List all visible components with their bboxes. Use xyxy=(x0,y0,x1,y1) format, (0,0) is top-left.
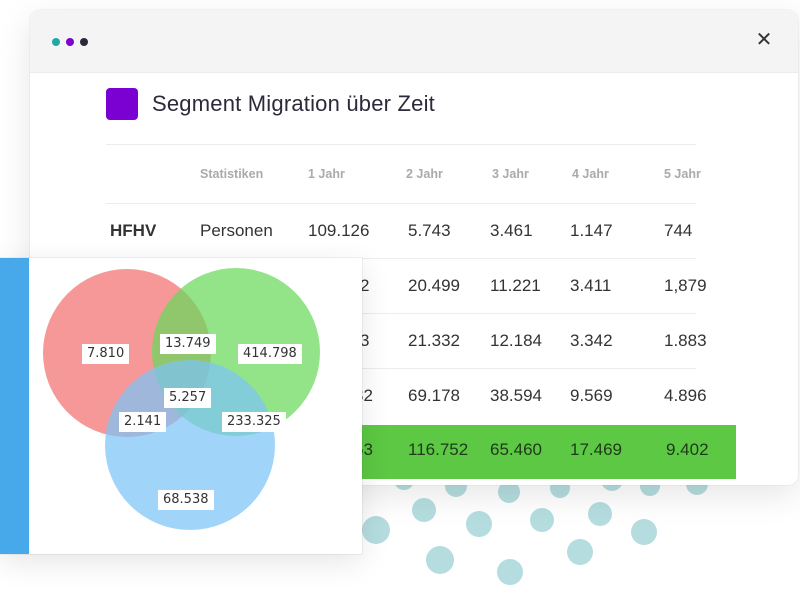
column-header-5-jahr: 5 Jahr xyxy=(664,167,701,181)
page-header: Segment Migration über Zeit xyxy=(106,88,435,120)
table-row: 32 69.178 38.594 9.569 4.896 xyxy=(106,368,707,423)
venn-label-b-only: 414.798 xyxy=(238,344,302,364)
table-row: HFHV Personen 109.126 5.743 3.461 1.147 … xyxy=(106,203,696,258)
table-cell: 20.499 xyxy=(408,276,460,295)
column-header-3-jahr: 3 Jahr xyxy=(492,167,529,181)
row-stat: Personen xyxy=(200,221,273,240)
dot-dark-icon xyxy=(80,38,88,46)
table-cell: 744 xyxy=(664,221,693,240)
table-cell: 3.342 xyxy=(570,331,613,350)
table-cell: 11.221 xyxy=(490,276,541,295)
table-cell: 12.184 xyxy=(490,331,542,350)
venn-circle-blue xyxy=(105,360,275,530)
table-cell: 3.461 xyxy=(490,221,533,240)
table-cell: 109.126 xyxy=(308,221,370,240)
column-header-statistiken: Statistiken xyxy=(200,167,264,181)
decorative-dot xyxy=(362,516,390,544)
table-cell: 3.411 xyxy=(570,276,612,295)
table-cell: 1.883 xyxy=(664,331,707,350)
column-header-1-jahr: 1 Jahr xyxy=(308,167,345,181)
venn-diagram xyxy=(43,268,320,530)
venn-label-ac: 2.141 xyxy=(119,412,167,432)
dot-purple-icon xyxy=(66,38,74,46)
decorative-dot xyxy=(631,519,657,545)
table-cell: 116.752 xyxy=(408,440,469,459)
table-cell: 2 xyxy=(360,276,370,295)
decorative-dot xyxy=(466,511,492,537)
table-header-row: Statistiken 1 Jahr 2 Jahr 3 Jahr 4 Jahr … xyxy=(106,144,701,203)
close-icon[interactable]: ✕ xyxy=(752,27,776,51)
decorative-dot xyxy=(498,481,520,503)
table-cell: 5.743 xyxy=(408,221,451,240)
decorative-dot xyxy=(412,498,436,522)
page-title: Segment Migration über Zeit xyxy=(152,91,435,116)
venn-label-c-only: 68.538 xyxy=(158,490,214,510)
decorative-dot xyxy=(530,508,554,532)
table-cell: 21.332 xyxy=(408,331,460,350)
venn-label-a-only: 7.810 xyxy=(82,344,130,364)
column-header-4-jahr: 4 Jahr xyxy=(572,167,609,181)
decorative-dot xyxy=(426,546,454,574)
table-cell: 4.896 xyxy=(664,386,707,405)
venn-diagram-card: 7.810 13.749 414.798 5.257 2.141 233.325… xyxy=(0,258,362,554)
venn-label-ab: 13.749 xyxy=(160,334,216,354)
row-label: HFHV xyxy=(110,221,157,240)
dot-teal-icon xyxy=(52,38,60,46)
table-cell: 3 xyxy=(360,331,370,350)
decorative-dot xyxy=(567,539,593,565)
table-cell: 1.147 xyxy=(570,221,613,240)
window-dots xyxy=(52,38,88,46)
table-cell: 65.460 xyxy=(490,440,542,459)
card-accent-bar xyxy=(0,258,29,554)
segment-color-icon xyxy=(106,88,138,120)
table-row: 2 20.499 11.221 3.411 1,879 xyxy=(106,258,707,313)
table-cell: 1,879 xyxy=(664,276,707,295)
table-cell: 69.178 xyxy=(408,386,460,405)
table-cell: 38.594 xyxy=(490,386,542,405)
table-cell: 9.402 xyxy=(666,440,709,459)
decorative-dot xyxy=(497,559,523,585)
venn-label-bc: 233.325 xyxy=(222,412,286,432)
decorative-dot xyxy=(588,502,612,526)
window-titlebar: ✕ xyxy=(30,10,798,73)
table-cell: 17.469 xyxy=(570,440,622,459)
table-cell: 9.569 xyxy=(570,386,613,405)
table-row: 3 21.332 12.184 3.342 1.883 xyxy=(106,313,707,368)
venn-label-abc: 5.257 xyxy=(164,388,212,408)
column-header-2-jahr: 2 Jahr xyxy=(406,167,443,181)
